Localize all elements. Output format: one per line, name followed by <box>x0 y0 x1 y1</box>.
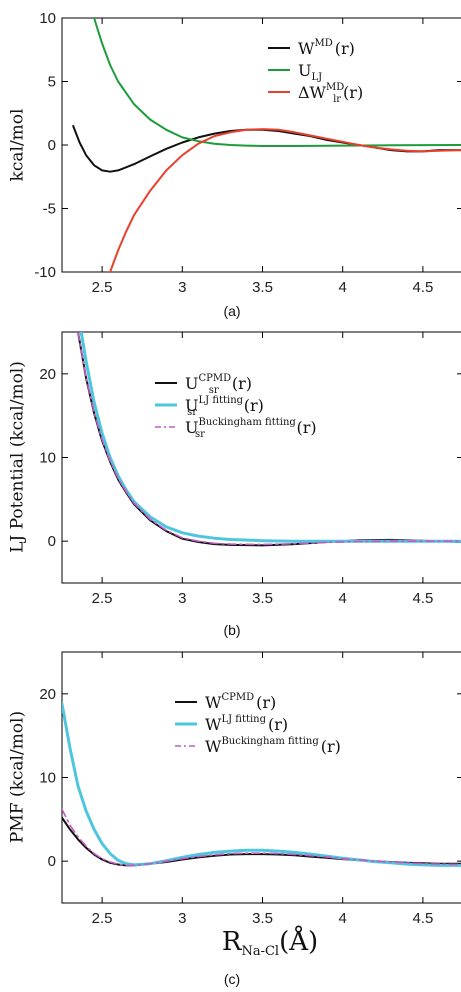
legend-sup: MD <box>326 82 344 93</box>
y-tick-label: 10 <box>39 770 56 787</box>
panel-label: (b) <box>223 622 240 638</box>
series-line-cyan <box>79 332 461 543</box>
x-axis-label: RNa-Cl(Å) <box>222 925 318 959</box>
x-tick-label: 4 <box>339 590 347 607</box>
x-tick-label: 3.5 <box>252 279 273 296</box>
y-tick-label: -5 <box>43 201 56 218</box>
panel-b: 2.5 3 3.5 4 4.5 0 10 20 LJ Potential (kcal/mol) U… <box>8 331 461 638</box>
x-axis-label-unit: (Å) <box>279 925 318 957</box>
y-tick-label: -10 <box>34 264 56 281</box>
y-tick-label: 0 <box>48 853 56 870</box>
x-tick-label: 4 <box>339 910 347 927</box>
legend-main: W <box>205 737 222 756</box>
y-tick-label: 10 <box>39 450 56 467</box>
y-tick-label: 0 <box>48 533 56 550</box>
y-axis-label: LJ Potential (kcal/mol) <box>8 361 28 553</box>
legend-sup: Buckingham fitting <box>198 417 296 428</box>
y-axis-label: PMF (kcal/mol) <box>8 711 28 843</box>
x-tick-label: 3.5 <box>252 910 273 927</box>
legend-tail: (r) <box>297 418 317 437</box>
series-group <box>77 332 461 547</box>
legend-main: U <box>185 396 198 415</box>
series-line-black <box>72 125 461 173</box>
x-tick-label: 3 <box>178 590 186 607</box>
y-tick-label: 5 <box>48 74 56 91</box>
y-tick-label: 20 <box>39 686 56 703</box>
y-tick-label: 20 <box>39 366 56 383</box>
legend-sup: CPMD <box>198 373 231 384</box>
series-line-green <box>93 18 461 147</box>
legend-entry: WMD (r) <box>298 38 355 58</box>
legend-entry: UCPMD sr (r) <box>185 373 252 396</box>
legend-entry: UBuckingham fitting sr (r) <box>185 417 317 440</box>
legend-tail: (r) <box>244 396 264 415</box>
series-line-magenta <box>77 332 461 546</box>
legend-main: ΔW <box>298 83 327 102</box>
x-tick-label: 4.5 <box>412 590 433 607</box>
series-line-magenta <box>62 808 461 867</box>
series-line-black <box>77 332 461 547</box>
legend-main: U <box>185 418 198 437</box>
x-tick-label: 3 <box>178 279 186 296</box>
x-tick-label: 3.5 <box>252 590 273 607</box>
legend-tail: (r) <box>321 737 341 756</box>
legend-sub: sr <box>209 385 219 396</box>
legend-entry: WBuckingham fitting (r) <box>205 736 341 756</box>
x-axis-label-main: R <box>222 927 243 957</box>
x-tick-label: 2.5 <box>92 279 113 296</box>
x-tick-label: 4 <box>339 279 347 296</box>
series-line-cyan <box>62 702 461 867</box>
x-tick-label: 2.5 <box>92 910 113 927</box>
legend-sup: MD <box>314 38 332 49</box>
x-tick-label: 4.5 <box>412 910 433 927</box>
legend-sup: CPMD <box>221 692 254 703</box>
legend-main: W <box>205 715 222 734</box>
x-tick-label: 2.5 <box>92 590 113 607</box>
legend-main: U <box>185 374 198 393</box>
legend-entry: ULJ <box>298 61 322 83</box>
series-group <box>72 18 461 272</box>
legend-sup: Buckingham fitting <box>221 736 319 747</box>
legend-tail: (r) <box>256 693 276 712</box>
legend-tail: (r) <box>232 374 252 393</box>
legend-tail: (r) <box>343 83 363 102</box>
y-axis-label: kcal/mol <box>8 109 28 182</box>
series-line-black <box>62 816 461 867</box>
y-tick-label: 10 <box>39 10 56 27</box>
series-group <box>62 702 461 867</box>
legend-sup: LJ fitting <box>221 714 266 725</box>
legend-sub: lr <box>333 94 341 105</box>
legend-main: W <box>205 693 222 712</box>
x-axis-label-sub: Na-Cl <box>241 944 279 959</box>
panel-label: (a) <box>223 303 240 319</box>
x-tick-label: 3 <box>178 910 186 927</box>
legend-sup: LJ fitting <box>198 395 243 406</box>
legend-sub: LJ <box>311 72 322 83</box>
y-tick-label: 0 <box>48 137 56 154</box>
legend-sub: sr <box>195 429 205 440</box>
legend-entry: WCPMD (r) <box>205 692 276 712</box>
panel-label: (c) <box>224 971 240 987</box>
x-tick-label: 4.5 <box>412 279 433 296</box>
legend-entry: WLJ fitting (r) <box>205 714 288 734</box>
legend-entry: ΔWMD lr (r) <box>298 82 363 105</box>
legend-tail: (r) <box>268 715 288 734</box>
legend-entry: ULJ fitting sr (r) <box>185 395 264 418</box>
legend-main: U <box>298 61 311 80</box>
legend-tail: (r) <box>335 39 355 58</box>
legend-sub: sr <box>187 407 197 418</box>
legend-main: W <box>298 39 315 58</box>
series-line-red <box>109 128 461 272</box>
